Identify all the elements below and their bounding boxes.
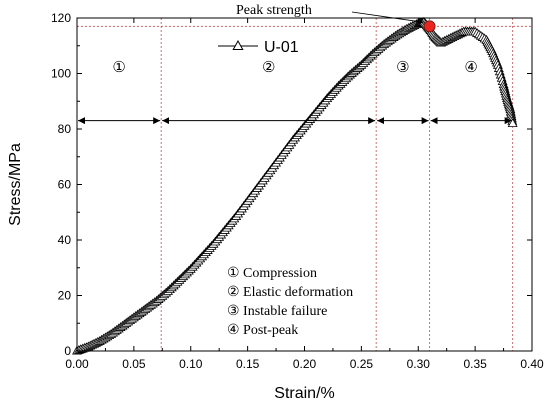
stage-key-1: ① Compression bbox=[227, 266, 317, 281]
legend-marker bbox=[232, 39, 244, 50]
x-tick-label: 0.05 bbox=[122, 357, 146, 371]
x-tick-label: 0.25 bbox=[350, 357, 374, 371]
stage-label-2: ② bbox=[262, 60, 275, 76]
legend: U-01 bbox=[218, 39, 299, 56]
stage-key-4: ④ Post-peak bbox=[227, 323, 298, 338]
plot-area bbox=[72, 16, 518, 355]
stage-key-3: ③ Instable failure bbox=[227, 304, 327, 319]
x-tick-label: 0.00 bbox=[65, 357, 89, 371]
annotations: Peak strength ① Compression ② Elastic defo… bbox=[227, 3, 424, 338]
y-tick-label: 60 bbox=[58, 178, 72, 192]
y-tick-label: 100 bbox=[51, 67, 71, 81]
x-axis-title: Strain/% bbox=[274, 385, 334, 402]
y-tick-label: 40 bbox=[58, 233, 72, 247]
x-tick-label: 0.10 bbox=[179, 357, 203, 371]
peak-point bbox=[423, 20, 436, 33]
peak-strength-pointer bbox=[351, 11, 424, 24]
y-tick-label: 80 bbox=[58, 122, 72, 136]
y-tick-label: 120 bbox=[51, 11, 71, 25]
stage-key-2: ② Elastic deformation bbox=[227, 285, 353, 300]
x-tick-label: 0.30 bbox=[407, 357, 431, 371]
legend-label: U-01 bbox=[264, 39, 299, 56]
stage-label-4: ④ bbox=[464, 60, 477, 76]
x-tick-label: 0.20 bbox=[293, 357, 317, 371]
stage-arrows: ① ② ③ ④ bbox=[78, 60, 512, 125]
stage-label-1: ① bbox=[112, 60, 125, 76]
x-tick-label: 0.35 bbox=[463, 357, 487, 371]
peak-strength-label: Peak strength bbox=[236, 3, 312, 18]
series-line bbox=[76, 21, 514, 352]
x-tick-label: 0.15 bbox=[236, 357, 260, 371]
x-tick-label: 0.40 bbox=[520, 357, 544, 371]
y-tick-label: 20 bbox=[58, 289, 72, 303]
axes: 0.00 0.05 0.10 0.15 0.20 0.25 0.30 0.35 0.40 0 20 4… bbox=[7, 11, 544, 402]
y-tick-label: 0 bbox=[64, 344, 71, 358]
stage-label-3: ③ bbox=[396, 60, 409, 76]
y-axis-title: Stress/MPa bbox=[7, 143, 24, 226]
